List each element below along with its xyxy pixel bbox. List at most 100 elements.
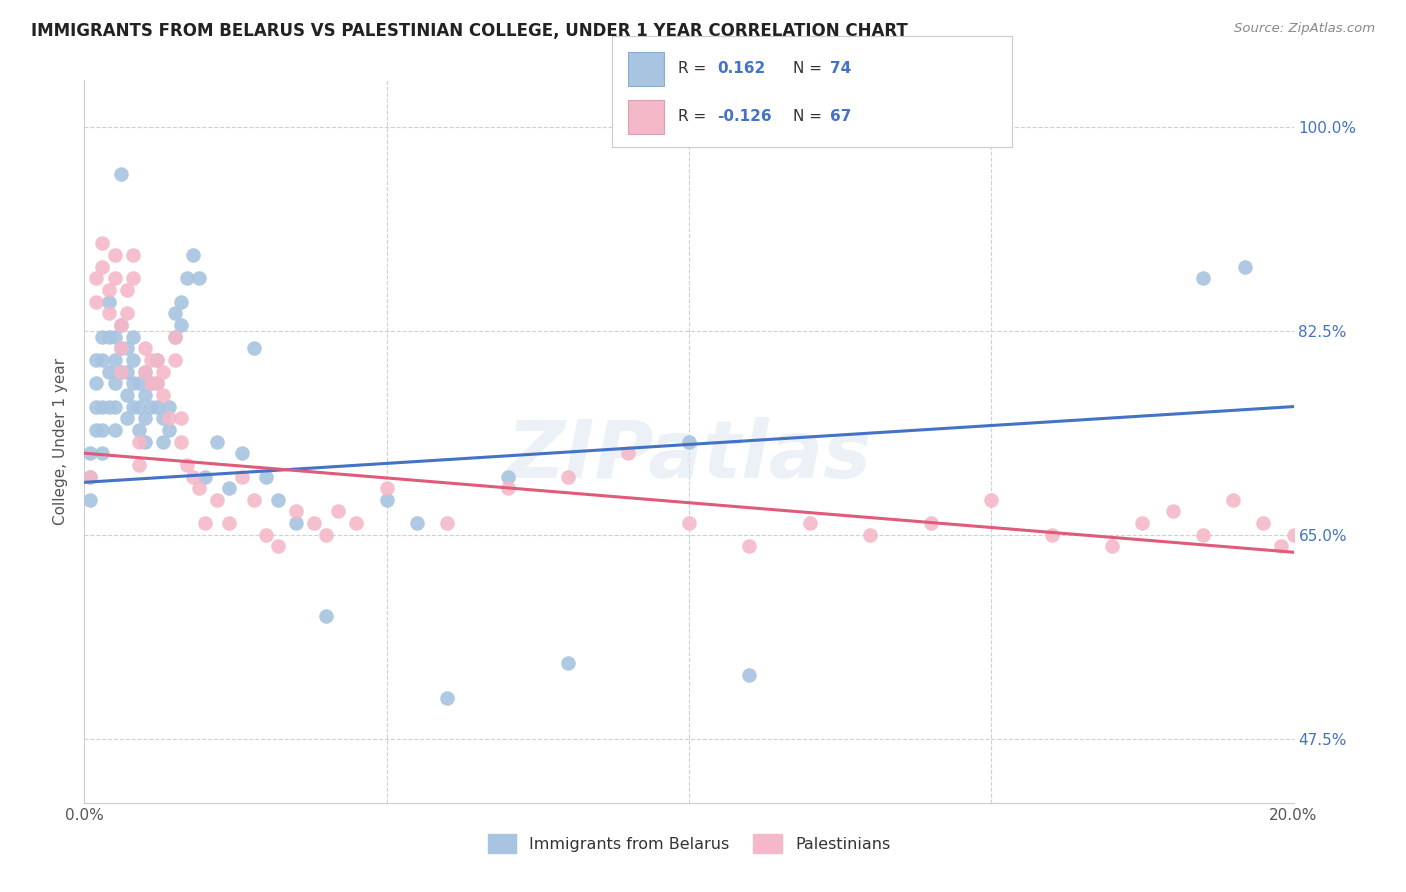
Text: R =: R = [678, 62, 711, 76]
Point [115, 341, 138, 355]
Point [104, 271, 127, 285]
Point [218, 516, 240, 530]
Point [1295, 731, 1317, 746]
Point [79, 469, 101, 483]
Point [97, 294, 120, 309]
Point [207, 434, 229, 449]
Point [170, 434, 193, 449]
Point [436, 690, 458, 705]
Point [86, 376, 108, 391]
Point [110, 167, 132, 181]
Point [231, 446, 253, 460]
Point [146, 376, 169, 391]
Point [176, 458, 198, 472]
Point [315, 609, 337, 624]
Point [139, 376, 162, 391]
Point [152, 434, 174, 449]
Point [91, 446, 114, 460]
Point [86, 400, 108, 414]
Point [104, 376, 127, 391]
Point [110, 318, 132, 332]
Point [157, 411, 180, 425]
Text: 67: 67 [830, 110, 851, 124]
Point [115, 283, 138, 297]
Point [134, 365, 156, 379]
Point [1040, 528, 1063, 542]
Point [254, 528, 277, 542]
Point [176, 271, 198, 285]
Point [231, 469, 253, 483]
Point [134, 341, 156, 355]
Point [134, 388, 156, 402]
Point [91, 353, 114, 368]
Point [181, 469, 204, 483]
Point [1270, 540, 1292, 554]
Point [152, 365, 174, 379]
Point [152, 388, 174, 402]
Point [115, 306, 138, 320]
Point [134, 434, 156, 449]
Point [104, 329, 127, 343]
Point [328, 504, 350, 518]
Point [859, 528, 882, 542]
Point [128, 400, 150, 414]
Point [86, 271, 108, 285]
Point [1192, 528, 1215, 542]
Point [146, 353, 169, 368]
Legend: Immigrants from Belarus, Palestinians: Immigrants from Belarus, Palestinians [481, 828, 897, 860]
Point [157, 400, 180, 414]
Point [97, 400, 120, 414]
Point [146, 353, 169, 368]
Point [134, 411, 156, 425]
Point [1130, 516, 1153, 530]
Point [128, 423, 150, 437]
Point [146, 400, 169, 414]
Point [242, 492, 264, 507]
Point [128, 434, 150, 449]
Point [346, 516, 368, 530]
Point [110, 341, 132, 355]
Text: ZIPatlas: ZIPatlas [506, 417, 872, 495]
Point [121, 353, 143, 368]
Point [738, 540, 761, 554]
Point [188, 271, 211, 285]
Point [86, 294, 108, 309]
Point [139, 353, 162, 368]
Point [104, 423, 127, 437]
Point [110, 365, 132, 379]
Point [920, 516, 942, 530]
Point [121, 248, 143, 262]
Point [121, 271, 143, 285]
Point [86, 353, 108, 368]
Point [128, 458, 150, 472]
Point [139, 400, 162, 414]
Point [115, 388, 138, 402]
Point [1222, 492, 1244, 507]
Point [104, 353, 127, 368]
Point [218, 481, 240, 495]
Point [1192, 271, 1215, 285]
Text: N =: N = [793, 110, 827, 124]
Point [91, 260, 114, 274]
Point [1253, 516, 1275, 530]
Point [104, 248, 127, 262]
Point [157, 423, 180, 437]
Point [91, 400, 114, 414]
Point [375, 481, 398, 495]
Point [128, 376, 150, 391]
Point [678, 434, 700, 449]
Point [375, 492, 398, 507]
Point [134, 365, 156, 379]
Point [146, 376, 169, 391]
Point [115, 411, 138, 425]
Point [799, 516, 821, 530]
Text: Source: ZipAtlas.com: Source: ZipAtlas.com [1234, 22, 1375, 36]
Point [121, 400, 143, 414]
Text: R =: R = [678, 110, 711, 124]
Point [79, 492, 101, 507]
Point [315, 528, 337, 542]
Point [194, 516, 217, 530]
Y-axis label: College, Under 1 year: College, Under 1 year [53, 358, 69, 525]
Point [1282, 528, 1305, 542]
Point [121, 329, 143, 343]
